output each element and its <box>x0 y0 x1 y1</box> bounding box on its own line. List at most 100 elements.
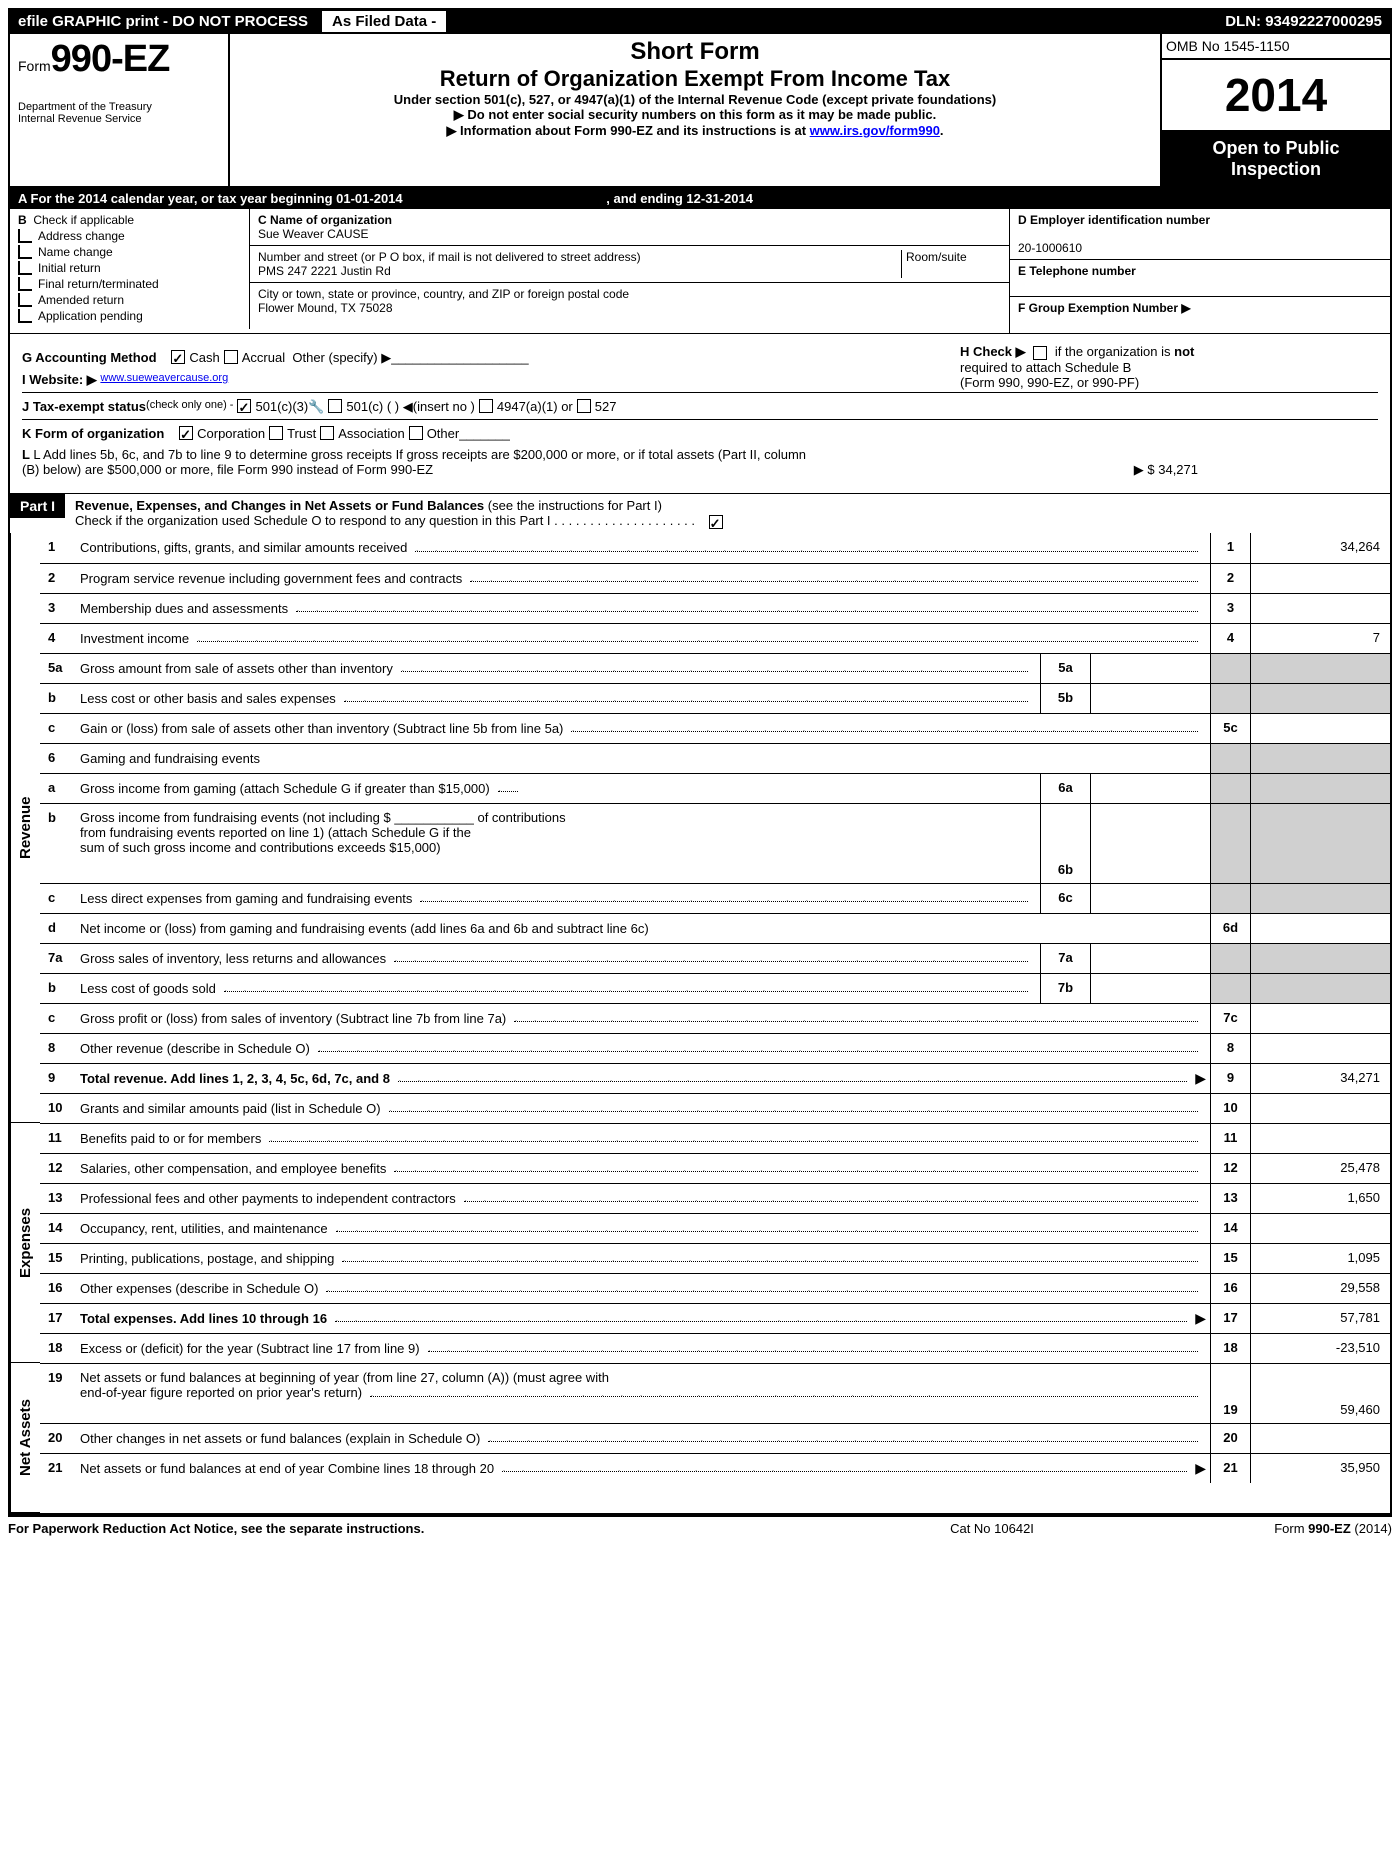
footer-left: For Paperwork Reduction Act Notice, see … <box>8 1521 842 1536</box>
b3: Initial return <box>38 261 101 275</box>
top-right: DLN: 93492227000295 <box>1225 13 1392 30</box>
irs-link[interactable]: www.irs.gov/form990 <box>810 123 940 138</box>
line-19: 19 Net assets or fund balances at beginn… <box>40 1363 1390 1423</box>
line-6c: c Less direct expenses from gaming and f… <box>40 883 1390 913</box>
dept2: Internal Revenue Service <box>18 113 220 125</box>
line-7c: c Gross profit or (loss) from sales of i… <box>40 1003 1390 1033</box>
lines-table: 1 Contributions, gifts, grants, and simi… <box>40 533 1390 1513</box>
header-right: OMB No 1545-1150 2014 Open to Public Ins… <box>1160 34 1390 186</box>
year: 2014 <box>1162 60 1390 132</box>
section-g-l: H Check ▶ if the organization is not req… <box>8 333 1392 493</box>
open1: Open to Public <box>1212 138 1339 158</box>
main-table: Revenue Expenses Net Assets 1 Contributi… <box>8 533 1392 1515</box>
part1-header-row: Part I Revenue, Expenses, and Changes in… <box>8 493 1392 533</box>
org-info: C Name of organization Sue Weaver CAUSE … <box>250 209 1009 329</box>
footer-mid: Cat No 10642I <box>842 1521 1142 1536</box>
chk-h[interactable] <box>1033 346 1047 360</box>
j4: 527 <box>595 399 617 415</box>
line-5c: c Gain or (loss) from sale of assets oth… <box>40 713 1390 743</box>
j-sub: (check only one) - <box>146 399 233 415</box>
g-cash: Cash <box>189 350 219 366</box>
header-left: Form990-EZ Department of the Treasury In… <box>10 34 230 186</box>
h1: H Check ▶ <box>960 344 1026 359</box>
line-13: 13 Professional fees and other payments … <box>40 1183 1390 1213</box>
d-val: 20-1000610 <box>1018 241 1082 255</box>
chk-corp[interactable] <box>179 426 193 440</box>
h4: (Form 990, 990-EZ, or 990-PF) <box>960 375 1139 390</box>
l-val: ▶ $ 34,271 <box>1134 462 1198 478</box>
chk-schedule-o[interactable] <box>709 515 723 529</box>
j2: 501(c) ( ) ◀(insert no ) <box>346 399 474 415</box>
chk-other[interactable] <box>409 426 423 440</box>
tax-year-end: , and ending 12-31-2014 <box>606 191 753 206</box>
subtitle: Under section 501(c), 527, or 4947(a)(1)… <box>250 92 1140 107</box>
line-4: 4 Investment income. . . . . . . . . . .… <box>40 623 1390 653</box>
b-checkboxes: B Check if applicable Address change Nam… <box>10 209 250 329</box>
line-5b: b Less cost or other basis and sales exp… <box>40 683 1390 713</box>
k2: Trust <box>287 426 316 441</box>
part1-title: Revenue, Expenses, and Changes in Net As… <box>75 498 484 513</box>
chk-address[interactable] <box>18 229 32 243</box>
c-addr-label: Number and street (or P O box, if mail i… <box>258 250 641 264</box>
line-6b: b Gross income from fundraising events (… <box>40 803 1390 883</box>
c-city-label: City or town, state or province, country… <box>258 287 629 301</box>
chk-527[interactable] <box>577 399 591 413</box>
b5: Amended return <box>38 293 124 307</box>
b-check-label: Check if applicable <box>33 213 134 227</box>
line-15: 15 Printing, publications, postage, and … <box>40 1243 1390 1273</box>
line-11: 11 Benefits paid to or for members. . . … <box>40 1123 1390 1153</box>
chk-amended[interactable] <box>18 293 32 307</box>
k3: Association <box>338 426 404 441</box>
chk-4947[interactable] <box>479 399 493 413</box>
part1-sub: (see the instructions for Part I) <box>488 498 662 513</box>
line-20: 20 Other changes in net assets or fund b… <box>40 1423 1390 1453</box>
line-18: 18 Excess or (deficit) for the year (Sub… <box>40 1333 1390 1363</box>
f-label: F Group Exemption Number ▶ <box>1018 301 1191 315</box>
line-17: 17 Total expenses. Add lines 10 through … <box>40 1303 1390 1333</box>
line-6a: a Gross income from gaming (attach Sched… <box>40 773 1390 803</box>
header-center: Short Form Return of Organization Exempt… <box>230 34 1160 186</box>
j1: 501(c)(3) <box>255 399 308 415</box>
short-form: Short Form <box>250 38 1140 66</box>
return-title: Return of Organization Exempt From Incom… <box>250 66 1140 92</box>
j-label: J Tax-exempt status <box>22 399 146 415</box>
l1: L Add lines 5b, 6c, and 7b to line 9 to … <box>33 447 806 462</box>
dept1: Department of the Treasury <box>18 101 220 113</box>
d-label: D Employer identification number <box>1018 213 1210 227</box>
top-bar: efile GRAPHIC print - DO NOT PROCESS As … <box>8 8 1392 34</box>
line-3: 3 Membership dues and assessments. . . .… <box>40 593 1390 623</box>
chk-final[interactable] <box>18 277 32 291</box>
def-section: D Employer identification number 20-1000… <box>1010 209 1390 333</box>
b2: Name change <box>38 245 113 259</box>
line-2: 2 Program service revenue including gove… <box>40 563 1390 593</box>
k1: Corporation <box>197 426 265 441</box>
form-header: Form990-EZ Department of the Treasury In… <box>8 34 1392 188</box>
tab-revenue: Revenue <box>10 533 40 1123</box>
line-7a: 7a Gross sales of inventory, less return… <box>40 943 1390 973</box>
b6: Application pending <box>38 309 143 323</box>
line-12: 12 Salaries, other compensation, and emp… <box>40 1153 1390 1183</box>
chk-501c3[interactable] <box>237 399 251 413</box>
chk-accrual[interactable] <box>224 350 238 364</box>
note2-pre: ▶ Information about Form 990-EZ and its … <box>446 123 809 138</box>
chk-initial[interactable] <box>18 261 32 275</box>
j3: 4947(a)(1) or <box>497 399 573 415</box>
line-8: 8 Other revenue (describe in Schedule O)… <box>40 1033 1390 1063</box>
chk-name[interactable] <box>18 245 32 259</box>
chk-cash[interactable] <box>171 350 185 364</box>
top-left: efile GRAPHIC print - DO NOT PROCESS <box>8 13 318 30</box>
chk-pending[interactable] <box>18 309 32 323</box>
website-link[interactable]: www.sueweavercause.org <box>100 372 228 388</box>
part1-desc: Revenue, Expenses, and Changes in Net As… <box>65 494 737 533</box>
line-10: 10 Grants and similar amounts paid (list… <box>40 1093 1390 1123</box>
chk-501c[interactable] <box>328 399 342 413</box>
tab-net: Net Assets <box>10 1363 40 1513</box>
k-label: K Form of organization <box>22 426 164 441</box>
chk-assoc[interactable] <box>320 426 334 440</box>
chk-trust[interactable] <box>269 426 283 440</box>
g-other: Other (specify) ▶ <box>292 350 391 366</box>
tab-expenses: Expenses <box>10 1123 40 1363</box>
h-section: H Check ▶ if the organization is not req… <box>960 344 1360 390</box>
line-1: 1 Contributions, gifts, grants, and simi… <box>40 533 1390 563</box>
c-city: Flower Mound, TX 75028 <box>258 301 393 315</box>
